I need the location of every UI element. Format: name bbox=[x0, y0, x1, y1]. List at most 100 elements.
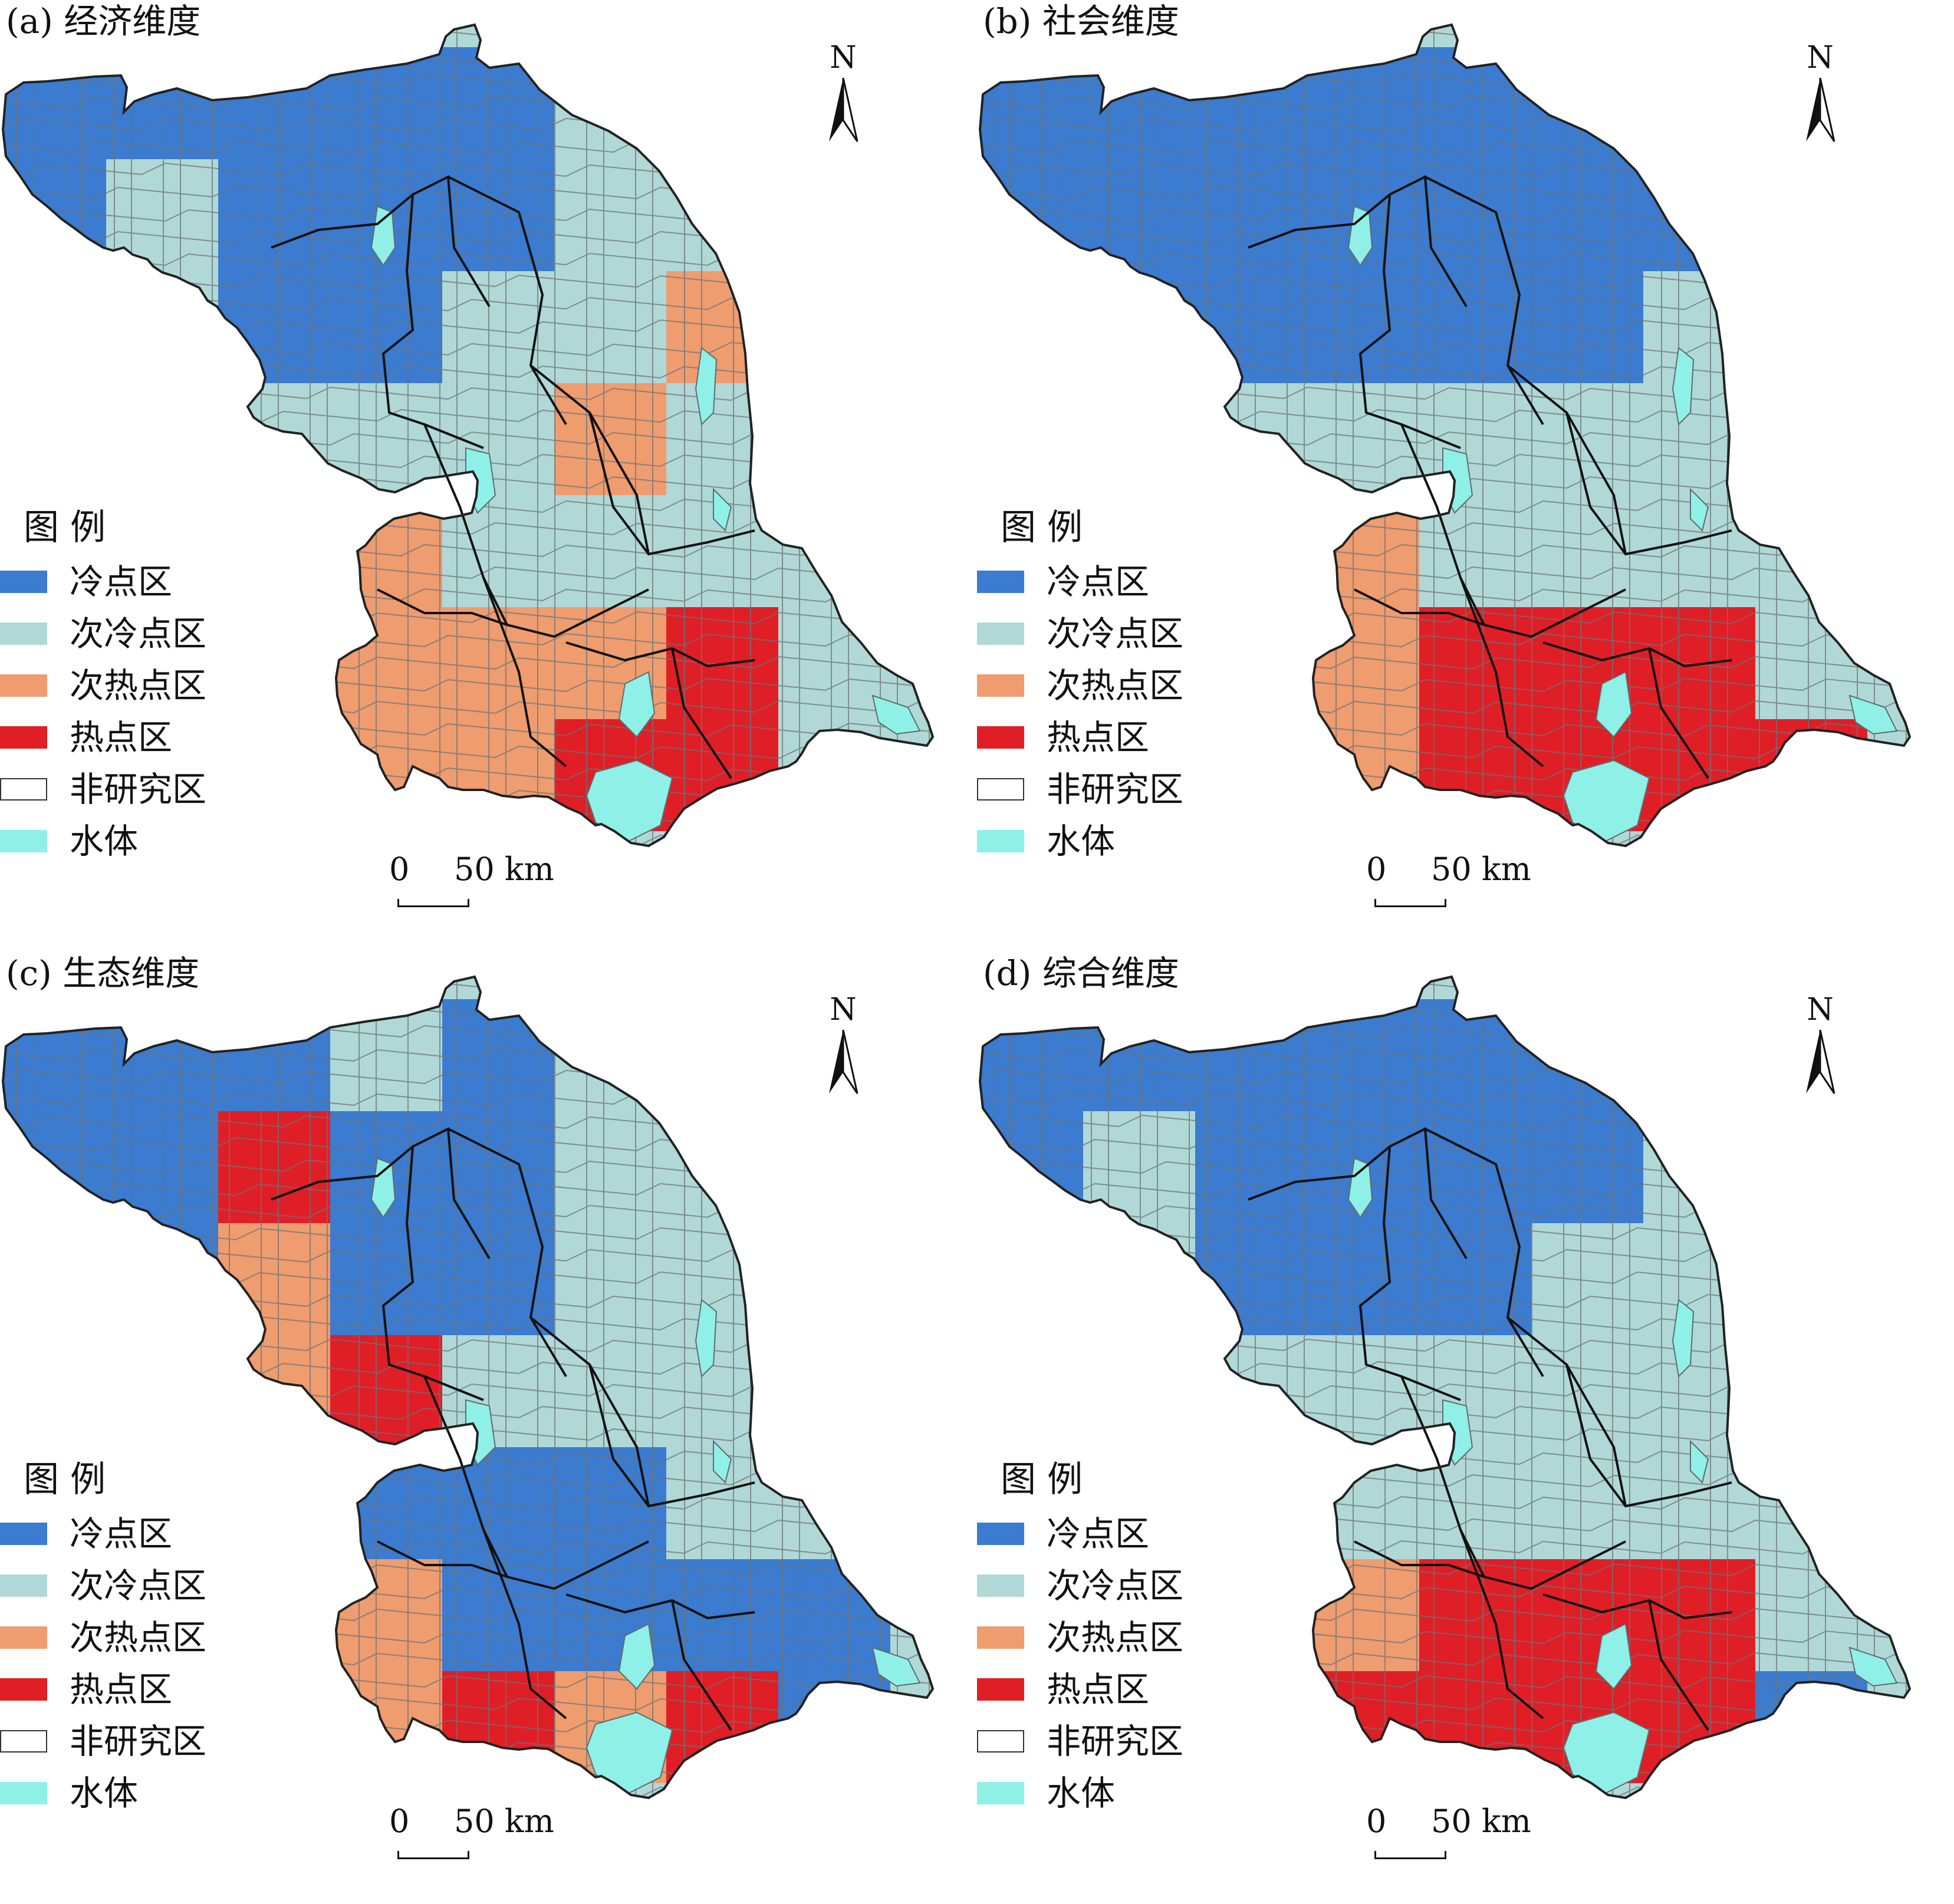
province-map bbox=[1, 975, 935, 1800]
north-arrow-icon bbox=[829, 1030, 858, 1094]
water-body bbox=[1690, 487, 1709, 532]
zone-cell bbox=[1531, 1223, 1643, 1335]
legend-label: 次热点区 bbox=[70, 666, 207, 706]
water-body bbox=[871, 1646, 921, 1687]
legend-swatch bbox=[0, 1730, 47, 1753]
legend-swatch bbox=[0, 622, 47, 645]
legend-item: 次热点区 bbox=[977, 664, 1225, 711]
scale-distance-label: 50 km bbox=[454, 851, 554, 888]
zone-cell bbox=[1755, 271, 1867, 383]
prefecture-boundary bbox=[1425, 176, 1544, 426]
zone-cell bbox=[778, 1223, 890, 1335]
province-map bbox=[978, 23, 1912, 848]
zone-cell bbox=[1419, 159, 1531, 271]
zone-cell bbox=[1531, 47, 1643, 159]
zone-cell bbox=[1531, 271, 1643, 383]
prefecture-boundary bbox=[1506, 364, 1627, 555]
legend-swatch bbox=[0, 1523, 47, 1545]
zone-cell bbox=[778, 159, 890, 271]
prefecture-boundary bbox=[588, 412, 755, 556]
zone-cell bbox=[666, 1111, 778, 1223]
legend-label: 次冷点区 bbox=[70, 1566, 207, 1606]
zone-cell bbox=[554, 383, 666, 495]
legend-label: 次热点区 bbox=[70, 1618, 207, 1658]
legend-label: 热点区 bbox=[70, 1669, 173, 1709]
legend-label: 非研究区 bbox=[70, 1721, 207, 1761]
zone-cell bbox=[1195, 1335, 1307, 1447]
zone-cell bbox=[1307, 495, 1419, 607]
legend-item: 水体 bbox=[977, 1771, 1225, 1819]
legend-swatch bbox=[977, 1730, 1024, 1753]
legend-swatch bbox=[977, 622, 1024, 645]
legend-item: 次冷点区 bbox=[977, 1564, 1225, 1611]
zone-cell bbox=[1643, 159, 1755, 271]
map-panel-c: (c) 生态维度 N 图 例冷点区 次冷点区 次热点区 热点区 非研究区 水体 0 50 km bbox=[0, 952, 977, 1904]
legend-label: 冷点区 bbox=[1047, 1514, 1150, 1554]
legend-swatch bbox=[0, 726, 47, 749]
water-body bbox=[618, 1623, 656, 1690]
legend-swatch bbox=[977, 1782, 1024, 1804]
legend-item: 次热点区 bbox=[977, 1616, 1225, 1663]
prefecture-boundary bbox=[1648, 648, 1709, 779]
north-arrow-icon bbox=[1806, 78, 1835, 142]
water-body bbox=[1347, 1157, 1373, 1218]
zone-cell bbox=[106, 271, 218, 383]
water-body bbox=[695, 1299, 718, 1378]
zone-cell bbox=[778, 1447, 890, 1559]
prefecture-boundary bbox=[377, 1540, 508, 1578]
legend-item: 冷点区 bbox=[0, 560, 248, 607]
province-map bbox=[978, 975, 1912, 1800]
scale-bar: 0 50 km bbox=[1360, 1804, 1531, 1869]
legend-item: 非研究区 bbox=[0, 1719, 248, 1767]
legend-label: 热点区 bbox=[1047, 717, 1150, 757]
legend-item: 热点区 bbox=[977, 716, 1225, 763]
zone-cell bbox=[1643, 271, 1755, 383]
scale-line bbox=[1374, 899, 1446, 907]
water-body bbox=[1595, 671, 1633, 738]
zone-cell bbox=[1195, 159, 1307, 271]
province-boundary bbox=[978, 23, 1912, 848]
prefecture-boundary bbox=[1459, 1529, 1544, 1719]
legend-item: 冷点区 bbox=[0, 1512, 248, 1559]
prefecture-boundary bbox=[529, 364, 650, 555]
legend-swatch bbox=[977, 830, 1024, 852]
zone-cell bbox=[554, 999, 666, 1111]
legend-label: 热点区 bbox=[70, 717, 173, 757]
prefecture-boundary bbox=[1425, 1128, 1544, 1378]
legend-swatch bbox=[0, 778, 47, 801]
legend-label: 热点区 bbox=[1047, 1669, 1150, 1709]
north-arrow: N bbox=[814, 992, 873, 1094]
zone-cell bbox=[778, 1111, 890, 1223]
prefecture-boundary bbox=[448, 1128, 567, 1378]
zone-cell bbox=[1307, 1223, 1419, 1335]
legend-swatch bbox=[977, 674, 1024, 697]
prefecture-boundary bbox=[1565, 412, 1732, 556]
legend-label: 非研究区 bbox=[70, 769, 207, 809]
zone-cell bbox=[778, 383, 890, 495]
zone-cell bbox=[330, 495, 442, 607]
legend-swatch bbox=[977, 1626, 1024, 1649]
legend-label: 次冷点区 bbox=[1047, 1566, 1184, 1606]
zone-cell bbox=[1755, 1111, 1867, 1223]
legend-item: 非研究区 bbox=[0, 767, 248, 815]
map-panel-d: (d) 综合维度 N 图 例冷点区 次冷点区 次热点区 热点区 非研究区 水体 0 50 km bbox=[977, 952, 1954, 1904]
north-label: N bbox=[830, 992, 857, 1027]
prefecture-boundary bbox=[1565, 1364, 1732, 1508]
scale-zero-label: 0 bbox=[389, 1803, 410, 1840]
north-label: N bbox=[830, 40, 857, 75]
zone-cell bbox=[1643, 1111, 1755, 1223]
north-label: N bbox=[1807, 40, 1834, 75]
scale-line bbox=[397, 1851, 469, 1859]
legend-swatch bbox=[977, 778, 1024, 801]
zone-cell bbox=[554, 271, 666, 383]
zone-cell bbox=[1643, 999, 1755, 1111]
panel-title: (a) 经济维度 bbox=[6, 1, 201, 41]
legend-item: 次冷点区 bbox=[0, 612, 248, 659]
water-body bbox=[1135, 1287, 1211, 1354]
water-body bbox=[1690, 1439, 1709, 1484]
water-body bbox=[1135, 335, 1211, 402]
zone-cell bbox=[1755, 1335, 1867, 1447]
legend-swatch bbox=[977, 1678, 1024, 1701]
zone-cell bbox=[1419, 1111, 1531, 1223]
north-label: N bbox=[1807, 992, 1834, 1027]
